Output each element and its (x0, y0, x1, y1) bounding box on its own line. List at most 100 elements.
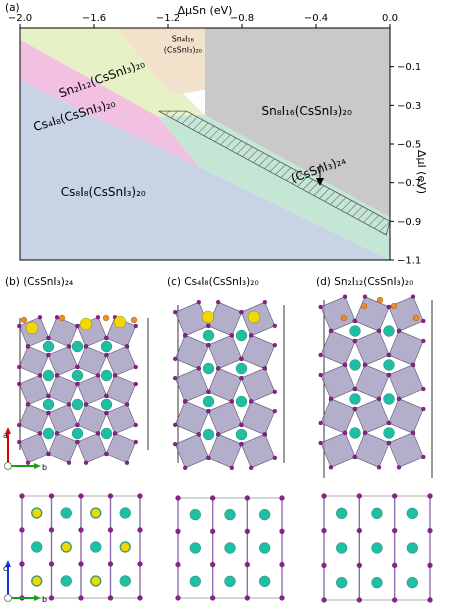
iodine-atom (238, 309, 244, 315)
iodine-atom (386, 420, 391, 426)
iodine-atom (352, 338, 357, 344)
iodine-atom (16, 439, 22, 445)
iodine-atom (421, 454, 426, 460)
iodine-atom (229, 332, 235, 338)
iodine-atom (391, 527, 398, 534)
octahedron (105, 374, 137, 406)
iodine-atom (172, 422, 178, 428)
iodine-atom (107, 595, 114, 601)
region-3 (116, 28, 205, 96)
iodine-atom (74, 422, 80, 428)
axis-triad-bottom: c b (3, 560, 47, 604)
vacancy-atom (376, 296, 384, 304)
iodine-atom (362, 294, 368, 299)
octahedron (18, 345, 50, 377)
octahedron (76, 374, 108, 406)
cesium-atom (202, 329, 215, 342)
iodine-atom (376, 328, 382, 333)
iodine-atom (78, 561, 84, 567)
iodine-atom (54, 314, 60, 320)
iodine-atom (386, 352, 391, 358)
octahedron (207, 400, 243, 436)
octahedron (354, 432, 390, 468)
cesium-atom (189, 508, 202, 521)
iodine-atom (427, 493, 433, 499)
iodine-atom (78, 493, 84, 499)
iodine-atom (238, 375, 244, 381)
iodine-atom (112, 372, 118, 378)
vacancy-atom (20, 316, 28, 324)
phase-regions (20, 28, 390, 260)
cesium-atom (349, 427, 361, 439)
cesium-atom (235, 329, 248, 342)
iodine-atom (262, 431, 268, 437)
octahedron (388, 432, 424, 468)
iodine-atom (45, 410, 51, 416)
iodine-atom (396, 396, 402, 401)
iodine-atom (410, 362, 416, 367)
region-1 (20, 39, 200, 168)
cesium-atom (119, 575, 131, 587)
octahedron (354, 398, 390, 434)
cesium-atom (189, 542, 202, 554)
cesium-atom (371, 542, 383, 554)
iodine-atom (95, 430, 101, 436)
iodine-atom (66, 401, 72, 407)
cesium-atom (224, 575, 236, 588)
iodine-atom (172, 441, 178, 447)
iodine-atom (427, 597, 433, 603)
iodine-atom (25, 401, 31, 407)
iodine-atom (410, 294, 416, 299)
cesium-atom (406, 542, 419, 554)
region-4 (205, 28, 390, 218)
iodine-atom (107, 527, 114, 533)
y-tick-label: −0.9 (397, 217, 421, 228)
iodine-atom (244, 561, 251, 568)
octahedron (240, 400, 276, 436)
iodine-atom (103, 451, 109, 457)
crystal-structures (16, 294, 433, 603)
cesium-atom (371, 576, 383, 589)
svg-text:a: a (3, 431, 8, 440)
iodine-atom (209, 595, 216, 601)
iodine-atom (321, 562, 327, 569)
octahedron (18, 403, 50, 435)
cesium-atom (224, 508, 236, 521)
iodine-atom (318, 372, 323, 378)
y-tick-label: −0.5 (397, 140, 421, 151)
vacancy-atom (102, 314, 110, 322)
cesium-atom (349, 359, 361, 371)
iodine-atom (133, 364, 139, 370)
iodine-atom (48, 561, 55, 567)
iodine-atom (391, 493, 398, 499)
iodine-atom (229, 465, 235, 471)
iodine-atom (356, 527, 363, 534)
iodine-atom (279, 528, 285, 535)
highlight-atom (32, 508, 42, 518)
panel-d-label: (d) Sn₂I₁₂(CsSnI₃)₂₀ (316, 276, 414, 288)
iodine-atom (66, 343, 72, 349)
panel-c-label: (c) Cs₄I₈(CsSnI₃)₂₀ (167, 276, 259, 288)
cesium-atom (235, 362, 248, 375)
cesium-atom (100, 369, 113, 382)
vacancy-atom (130, 316, 138, 324)
highlight-atom (32, 576, 42, 586)
octahedron (388, 296, 424, 332)
cesium-atom (189, 575, 202, 588)
cesium-atom (60, 575, 72, 587)
octahedron (18, 374, 50, 406)
iodine-atom (215, 299, 221, 305)
iodine-atom (16, 422, 22, 428)
iodine-atom (321, 527, 327, 534)
octahedron (76, 403, 108, 435)
cesium-atom (60, 507, 72, 519)
iodine-atom (16, 364, 22, 370)
iodine-atom (133, 381, 139, 387)
iodine-atom (229, 398, 235, 404)
region-label: Sn₈I₁₆(CsSnI₃)₂₀ (262, 104, 353, 118)
iodine-atom (78, 527, 84, 533)
octahedron (320, 432, 356, 468)
cesium-atom (42, 398, 55, 411)
octahedron (47, 432, 79, 464)
